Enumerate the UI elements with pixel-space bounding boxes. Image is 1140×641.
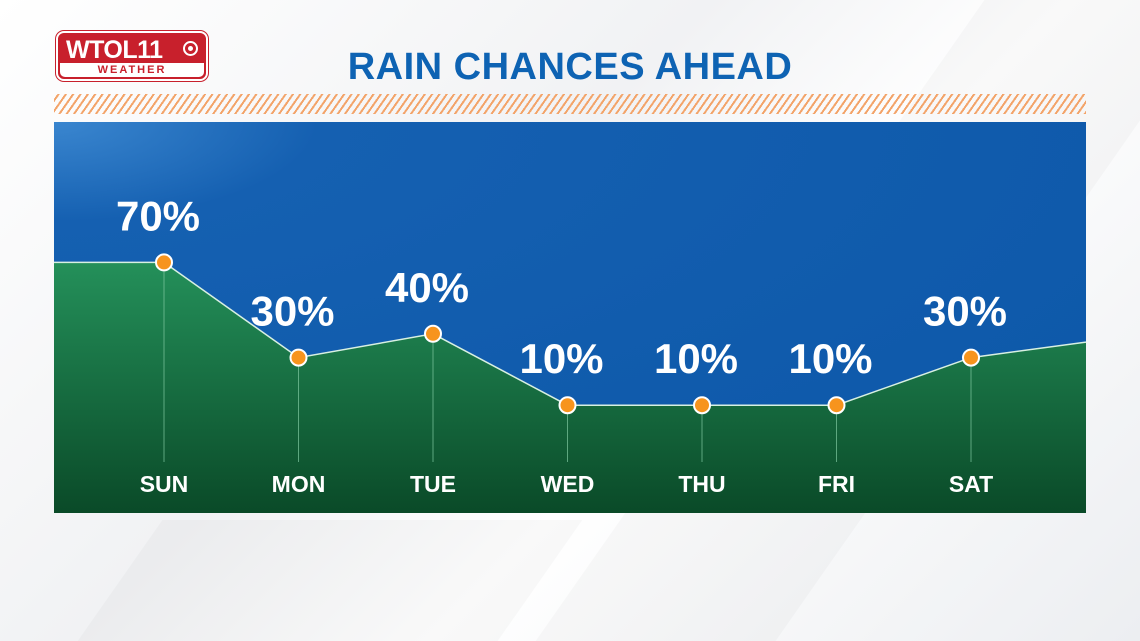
- data-point: [962, 348, 980, 367]
- data-point: [424, 324, 442, 343]
- value-label: 10%: [654, 335, 738, 382]
- data-point: [155, 253, 173, 272]
- data-point: [289, 348, 308, 367]
- value-label: 40%: [385, 264, 469, 311]
- data-point: [693, 396, 711, 415]
- day-label: MON: [272, 471, 326, 497]
- hatch-divider: [54, 94, 1086, 114]
- value-label: 70%: [116, 192, 200, 239]
- background-stripe: [78, 520, 583, 641]
- logo-text: WTOL11: [66, 36, 163, 64]
- logo-subtext: WEATHER: [60, 63, 204, 77]
- chart-panel: 70% SUN 30% MON 40% TUE 10% WED 10% THU 10% FRI 30% S…: [54, 122, 1086, 513]
- data-point: [558, 396, 577, 415]
- value-label: 30%: [250, 288, 334, 335]
- value-label: 30%: [923, 288, 1007, 335]
- rain-area: [54, 262, 1086, 513]
- value-label: 10%: [519, 335, 603, 382]
- rain-chance-chart: 70% SUN 30% MON 40% TUE 10% WED 10% THU 10% FRI 30% S…: [54, 192, 1086, 513]
- page-title: RAIN CHANCES AHEAD: [347, 46, 793, 88]
- station-logo: WTOL11 WEATHER: [56, 31, 208, 81]
- value-label: 10%: [788, 335, 872, 382]
- cbs-eye-icon: [183, 41, 198, 56]
- day-label: FRI: [818, 471, 855, 497]
- day-label: SAT: [949, 471, 993, 497]
- day-label: TUE: [410, 471, 456, 497]
- data-point: [827, 396, 846, 415]
- day-label: THU: [678, 471, 725, 497]
- day-label: WED: [541, 471, 595, 497]
- day-label: SUN: [140, 471, 189, 497]
